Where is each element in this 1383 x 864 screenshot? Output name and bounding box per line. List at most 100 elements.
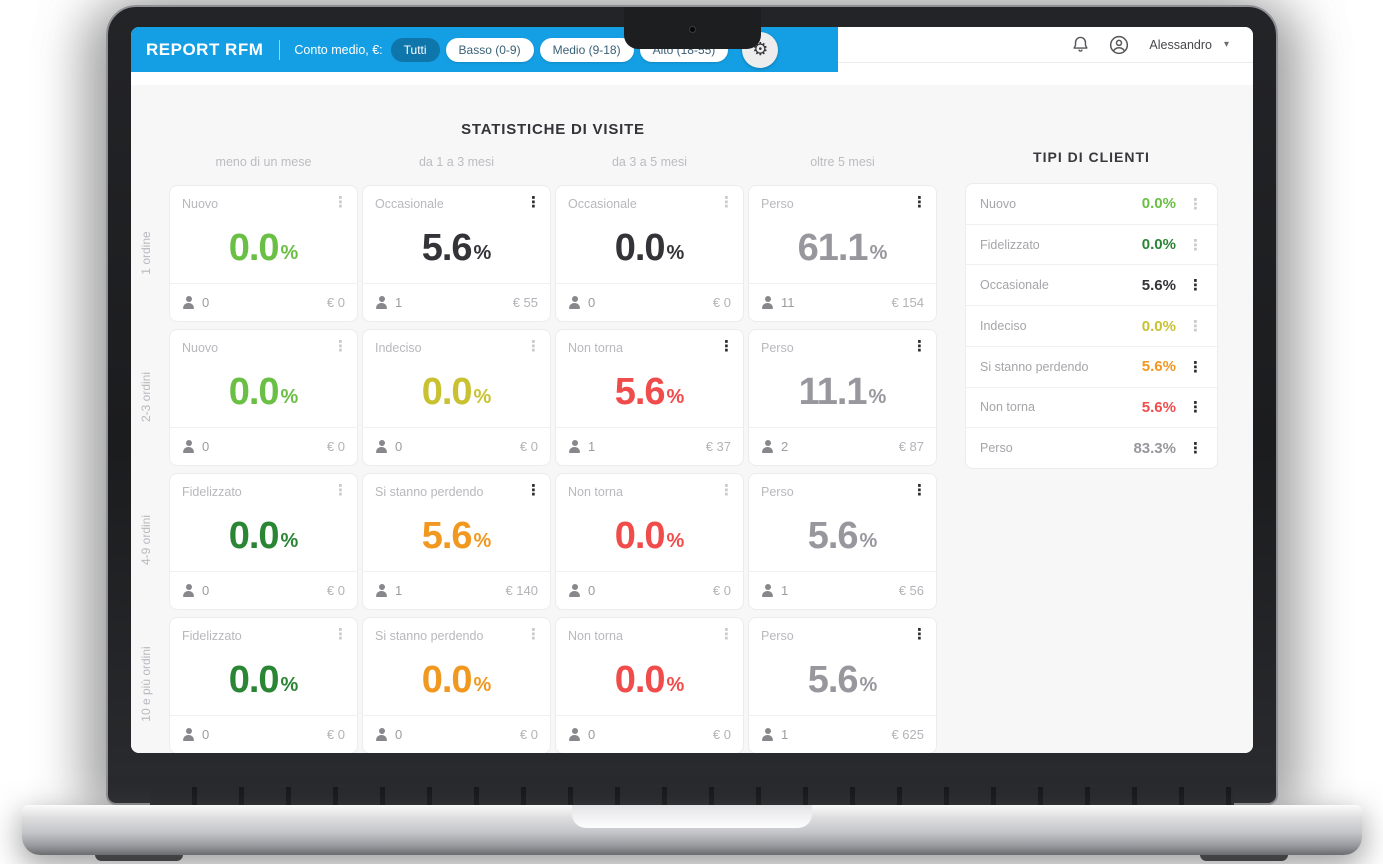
kebab-menu-icon[interactable]: ⋮ <box>526 338 541 355</box>
laptop-keyboard <box>150 787 1234 805</box>
percent-value: 0.0 <box>228 659 280 701</box>
kebab-menu-icon[interactable]: ⋮ <box>333 338 348 355</box>
percent-sign: % <box>280 674 299 696</box>
person-icon <box>761 728 774 741</box>
user-name[interactable]: Alessandro <box>1149 37 1212 52</box>
card-segment-label: Non torna <box>568 629 623 643</box>
card-percent: 11.1% <box>749 360 936 425</box>
client-types-panel: Nuovo 0.0% ⋮ Fidelizzato 0.0% ⋮ Occasion… <box>965 183 1218 469</box>
card-percent: 5.6% <box>556 360 743 425</box>
client-type-row: Fidelizzato 0.0% ⋮ <box>966 223 1217 265</box>
visits-section-title: STATISTICHE DI VISITE <box>461 121 645 138</box>
kebab-menu-icon[interactable]: ⋮ <box>333 194 348 211</box>
client-type-label: Fidelizzato <box>980 237 1040 252</box>
kebab-menu-icon[interactable]: ⋮ <box>912 626 927 643</box>
kebab-menu-icon[interactable]: ⋮ <box>1188 358 1203 376</box>
percent-value: 0.0 <box>614 659 666 701</box>
stat-card: Fidelizzato ⋮ 0.0% 0 € 0 <box>169 617 358 753</box>
customer-count: 0 <box>395 727 403 742</box>
percent-value: 61.1 <box>797 227 869 269</box>
client-type-percent: 5.6% <box>1141 398 1176 416</box>
amount-value: € 0 <box>326 727 345 742</box>
amount-value: € 55 <box>512 295 538 310</box>
client-type-percent: 0.0% <box>1141 195 1176 213</box>
amount-value: € 140 <box>505 583 538 598</box>
kebab-menu-icon[interactable]: ⋮ <box>526 194 541 211</box>
stat-card: Perso ⋮ 11.1% 2 € 87 <box>748 329 937 466</box>
kebab-menu-icon[interactable]: ⋮ <box>1188 440 1203 458</box>
customer-count: 0 <box>202 727 210 742</box>
kebab-menu-icon[interactable]: ⋮ <box>719 626 734 643</box>
percent-value: 0.0 <box>228 227 280 269</box>
kebab-menu-icon[interactable]: ⋮ <box>333 482 348 499</box>
card-segment-label: Indeciso <box>375 341 422 355</box>
card-footer: 0 € 0 <box>556 283 743 321</box>
kebab-menu-icon[interactable]: ⋮ <box>719 338 734 355</box>
kebab-menu-icon[interactable]: ⋮ <box>1188 399 1203 417</box>
card-footer: 1 € 56 <box>749 571 936 609</box>
customer-count: 1 <box>781 727 789 742</box>
person-icon <box>182 584 195 597</box>
kebab-menu-icon[interactable]: ⋮ <box>526 482 541 499</box>
card-footer: 0 € 0 <box>363 427 550 465</box>
kebab-menu-icon[interactable]: ⋮ <box>912 194 927 211</box>
card-footer: 0 € 0 <box>170 283 357 321</box>
client-type-row: Indeciso 0.0% ⋮ <box>966 305 1217 346</box>
card-footer: 0 € 0 <box>363 715 550 753</box>
kebab-menu-icon[interactable]: ⋮ <box>719 482 734 499</box>
percent-value: 5.6 <box>421 227 473 269</box>
client-type-row: Non torna 5.6% ⋮ <box>966 386 1217 428</box>
customer-count: 1 <box>395 295 403 310</box>
card-footer: 1 € 140 <box>363 571 550 609</box>
customer-count: 1 <box>588 439 596 454</box>
percent-value: 0.0 <box>421 659 473 701</box>
client-type-row: Perso 83.3% ⋮ <box>966 427 1217 468</box>
card-footer: 11 € 154 <box>749 283 936 321</box>
customer-count: 0 <box>588 727 596 742</box>
caret-down-icon[interactable]: ▾ <box>1223 39 1229 50</box>
stats-grid: Nuovo ⋮ 0.0% 0 € 0 Occasionale ⋮ 5.6% 1 … <box>169 185 937 753</box>
card-percent: 0.0% <box>556 648 743 713</box>
card-segment-label: Perso <box>761 197 794 211</box>
card-percent: 5.6% <box>749 648 936 713</box>
percent-sign: % <box>868 386 887 408</box>
percent-sign: % <box>280 386 299 408</box>
amount-value: € 56 <box>898 583 924 598</box>
kebab-menu-icon[interactable]: ⋮ <box>1188 277 1203 295</box>
kebab-menu-icon[interactable]: ⋮ <box>912 482 927 499</box>
client-type-row: Si stanno perdendo 5.6% ⋮ <box>966 345 1217 387</box>
customer-count: 0 <box>395 439 403 454</box>
divider <box>279 39 281 60</box>
kebab-menu-icon[interactable]: ⋮ <box>1188 318 1203 336</box>
filter-medio[interactable]: Medio (9-18) <box>539 37 634 62</box>
percent-value: 5.6 <box>421 515 473 557</box>
card-footer: 0 € 0 <box>170 427 357 465</box>
percent-sign: % <box>666 674 685 696</box>
card-percent: 0.0% <box>556 504 743 569</box>
kebab-menu-icon[interactable]: ⋮ <box>1188 236 1203 254</box>
amount-value: € 154 <box>891 295 924 310</box>
percent-value: 0.0 <box>614 515 666 557</box>
notification-bell-icon[interactable] <box>1072 35 1089 54</box>
filter-basso[interactable]: Basso (0-9) <box>445 37 534 62</box>
client-type-row: Nuovo 0.0% ⋮ <box>966 184 1217 224</box>
kebab-menu-icon[interactable]: ⋮ <box>719 194 734 211</box>
laptop-foot <box>1200 851 1288 861</box>
client-type-percent: 0.0% <box>1141 236 1176 254</box>
card-footer: 0 € 0 <box>556 715 743 753</box>
filter-tutti[interactable]: Tutti <box>390 37 440 62</box>
person-icon <box>761 584 774 597</box>
kebab-menu-icon[interactable]: ⋮ <box>526 626 541 643</box>
card-percent: 5.6% <box>749 504 936 569</box>
amount-value: € 625 <box>891 727 924 742</box>
client-type-label: Nuovo <box>980 196 1017 211</box>
stat-card: Fidelizzato ⋮ 0.0% 0 € 0 <box>169 473 358 610</box>
card-footer: 1 € 37 <box>556 427 743 465</box>
kebab-menu-icon[interactable]: ⋮ <box>912 338 927 355</box>
kebab-menu-icon[interactable]: ⋮ <box>1188 195 1203 213</box>
user-avatar-icon[interactable] <box>1109 35 1129 55</box>
amount-value: € 87 <box>898 439 924 454</box>
kebab-menu-icon[interactable]: ⋮ <box>333 626 348 643</box>
row-header: 10 e più ordini <box>139 646 153 722</box>
